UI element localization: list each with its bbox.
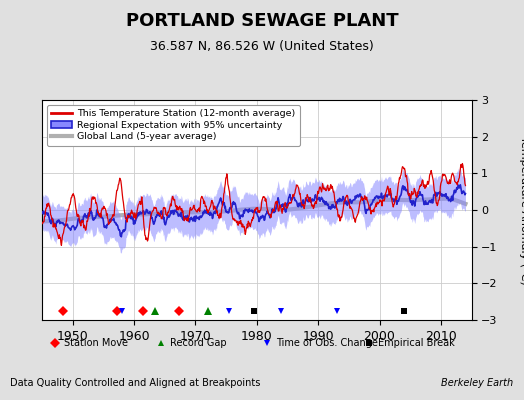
- Text: Record Gap: Record Gap: [170, 338, 227, 348]
- Text: 36.587 N, 86.526 W (United States): 36.587 N, 86.526 W (United States): [150, 40, 374, 53]
- Text: Berkeley Earth: Berkeley Earth: [441, 378, 514, 388]
- Text: Time of Obs. Change: Time of Obs. Change: [276, 338, 378, 348]
- Text: Station Move: Station Move: [64, 338, 128, 348]
- Text: PORTLAND SEWAGE PLANT: PORTLAND SEWAGE PLANT: [126, 12, 398, 30]
- Legend: This Temperature Station (12-month average), Regional Expectation with 95% uncer: This Temperature Station (12-month avera…: [47, 105, 300, 146]
- Y-axis label: Temperature Anomaly (°C): Temperature Anomaly (°C): [519, 136, 524, 284]
- Text: Data Quality Controlled and Aligned at Breakpoints: Data Quality Controlled and Aligned at B…: [10, 378, 261, 388]
- Text: Empirical Break: Empirical Break: [378, 338, 455, 348]
